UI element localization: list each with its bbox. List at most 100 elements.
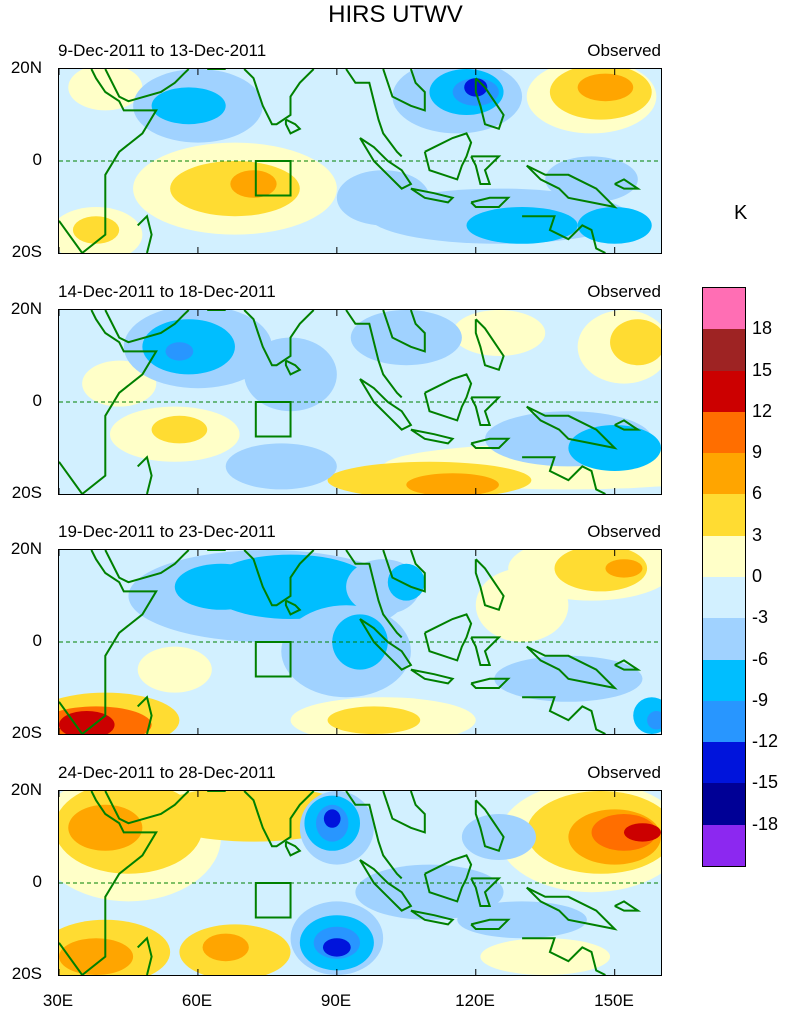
longitude-axis: 30E 60E 90E 120E 150E: [0, 990, 791, 1012]
anomaly-p9: [605, 559, 643, 578]
colorbar-label: 6: [752, 483, 763, 504]
coastline: [522, 456, 606, 494]
coastline: [474, 318, 505, 372]
lat-label-0: 0: [32, 872, 42, 891]
map-canvas: [59, 791, 661, 975]
lat-label-20s: 20S: [11, 242, 42, 261]
anomaly-n12: [647, 711, 661, 730]
coastline: [345, 791, 403, 880]
coastline: [59, 69, 158, 253]
coastline: [522, 937, 606, 975]
coastline: [470, 155, 502, 185]
coastline: [470, 437, 511, 449]
coastline: [104, 550, 190, 584]
anomaly-p15: [623, 823, 661, 842]
anomaly-p6: [151, 415, 208, 444]
coastline: [614, 900, 642, 912]
anomaly-map: [58, 309, 662, 495]
colorbar-label: -12: [752, 731, 779, 752]
lat-label-20s: 20S: [11, 723, 42, 742]
coastline: [525, 886, 618, 931]
lon-label-60e: 60E: [181, 991, 213, 1010]
coastline: [423, 613, 473, 662]
lat-label-20n: 20N: [10, 780, 42, 799]
panel-date-range: 19-Dec-2011 to 23-Dec-2011: [58, 522, 276, 541]
coastline: [474, 558, 505, 612]
coastline: [470, 636, 502, 666]
anomaly-p9: [68, 804, 143, 851]
anomaly-n6: [461, 814, 536, 860]
lon-label-90e: 90E: [320, 991, 352, 1010]
anomaly-n6: [225, 443, 337, 490]
coastline: [525, 164, 618, 209]
coastline: [614, 178, 642, 190]
lat-label-0: 0: [32, 631, 42, 650]
anomaly-n9: [577, 207, 652, 244]
colorbar-swatch: [703, 370, 745, 412]
coastline: [243, 69, 315, 126]
coastline: [243, 310, 315, 367]
coastline: [284, 118, 302, 135]
coastline: [345, 550, 403, 639]
region-box: [254, 641, 292, 678]
coastline: [474, 77, 505, 131]
panel-source-tag: Observed: [587, 763, 661, 782]
colorbar-label: 3: [752, 524, 763, 545]
colorbar-swatch: [703, 659, 745, 701]
coastline: [423, 373, 473, 422]
colorbar-swatch: [703, 742, 745, 784]
coastline: [410, 428, 455, 445]
coastline: [382, 550, 426, 593]
anomaly-n15: [322, 938, 351, 957]
map-panel-1: 9-Dec-2011 to 13-Dec-2011 Observed 20N 0 20S: [0, 40, 791, 280]
anomaly-p6: [610, 319, 661, 366]
colorbar-swatch: [703, 700, 745, 743]
lat-label-20n: 20N: [10, 539, 42, 558]
colorbar-swatch: [703, 288, 745, 330]
lat-label-20n: 20N: [10, 58, 42, 77]
coastline: [614, 419, 642, 431]
anomaly-map: [58, 68, 662, 254]
colorbar-swatch: [703, 453, 745, 495]
coastline: [136, 214, 153, 253]
panel-source-tag: Observed: [587, 41, 661, 60]
coastline: [345, 310, 403, 399]
coastline: [59, 791, 158, 975]
colorbar-swatch: [703, 783, 745, 825]
anomaly-map: [58, 549, 662, 735]
region-box: [254, 160, 292, 197]
coastline: [522, 215, 606, 253]
coastline: [284, 359, 302, 376]
anomaly-p3: [82, 360, 157, 407]
anomaly-p3: [137, 646, 212, 693]
colorbar-swatch: [703, 535, 745, 577]
colorbar-swatch: [703, 329, 745, 371]
coastline: [614, 659, 642, 671]
colorbar: [702, 287, 746, 867]
panel-source-tag: Observed: [587, 282, 661, 301]
anomaly-p15: [59, 711, 115, 734]
colorbar-label: 12: [752, 400, 773, 421]
anomaly-n15: [323, 809, 341, 828]
coastline: [423, 132, 473, 181]
panel-date-range: 9-Dec-2011 to 13-Dec-2011: [58, 41, 267, 60]
anomaly-p9: [202, 933, 249, 962]
anomaly-n9: [387, 563, 425, 601]
colorbar-label: -6: [752, 648, 769, 669]
colorbar-label: -18: [752, 813, 779, 834]
coastline: [470, 877, 502, 907]
lat-label-0: 0: [32, 150, 42, 169]
colorbar-swatch: [703, 577, 745, 619]
coastline: [136, 695, 153, 734]
colorbar-label: -3: [752, 607, 769, 628]
lon-label-30e: 30E: [42, 991, 74, 1010]
coastline: [59, 310, 158, 494]
colorbar-label: 0: [752, 566, 763, 586]
lat-label-20n: 20N: [10, 299, 42, 318]
coastline: [382, 791, 426, 834]
coastline: [382, 310, 426, 353]
anomaly-n9: [151, 87, 226, 125]
coastline: [136, 455, 153, 494]
map-panel-4: 24-Dec-2011 to 28-Dec-2011 Observed 20N 0 20…: [0, 762, 791, 1002]
coastline: [359, 859, 413, 912]
